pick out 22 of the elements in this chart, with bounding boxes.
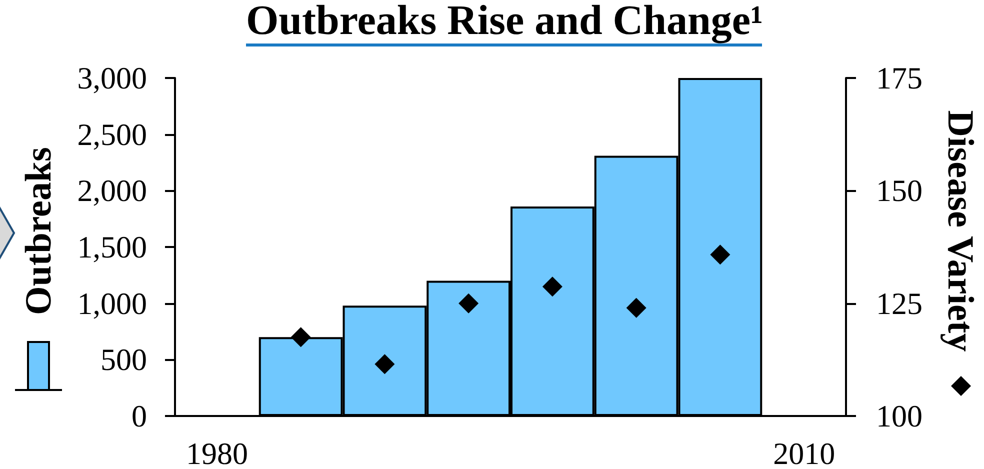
x-tick-label: 2010 — [773, 436, 836, 469]
y-tick-label: 1,000 — [77, 286, 147, 321]
y2-tick-label: 125 — [876, 286, 922, 321]
point — [710, 244, 730, 265]
y-tick-label: 2,500 — [77, 116, 147, 152]
point — [290, 327, 311, 348]
y-tick-label: 2,000 — [77, 173, 147, 208]
point — [374, 354, 395, 374]
point — [542, 276, 562, 297]
y-tick-label: 0 — [132, 398, 147, 434]
y2-tick-label: 175 — [876, 60, 922, 96]
x-tick-label: 1980 — [186, 436, 248, 469]
y2-tick-label: 150 — [876, 173, 922, 208]
y-axis-title: Outbreaks — [18, 147, 60, 315]
point — [626, 298, 646, 318]
y2-tick-label: 100 — [876, 398, 922, 434]
y-tick-label: 1,500 — [77, 230, 147, 264]
chart-title: Outbreaks Rise and Change¹ — [246, 0, 764, 44]
y2-axis-title: Disease Variety — [940, 110, 980, 352]
point — [458, 293, 479, 314]
y-tick-label: 3,000 — [77, 60, 147, 96]
y-tick-label: 500 — [100, 342, 147, 378]
